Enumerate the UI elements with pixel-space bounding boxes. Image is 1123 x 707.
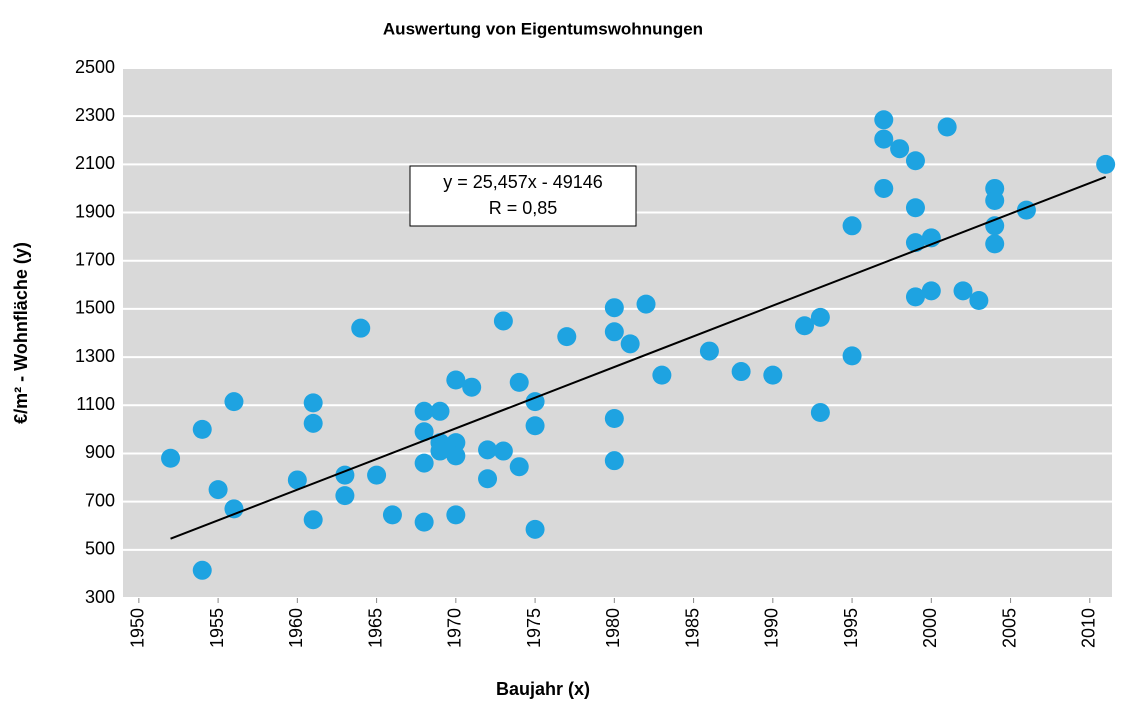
point (636, 294, 656, 314)
point (905, 287, 925, 307)
y-tick-label: 300 (85, 587, 115, 607)
point (446, 446, 466, 466)
point (905, 151, 925, 171)
y-tick-label: 1500 (75, 298, 115, 318)
point (985, 191, 1005, 210)
annotation: R = 0,85 (489, 198, 558, 218)
point (905, 233, 925, 253)
point (953, 281, 973, 301)
point (604, 322, 624, 342)
x-tick-label: 1955 (207, 608, 227, 648)
point (699, 341, 719, 361)
x-tick-label: 1995 (841, 608, 861, 648)
x-tick-label: 1970 (445, 608, 465, 648)
x-axis-label: Baujahr (x) (496, 679, 590, 699)
y-tick-label: 2100 (75, 153, 115, 173)
point (414, 422, 434, 442)
point (525, 392, 545, 412)
point (192, 419, 212, 439)
point (493, 311, 513, 331)
point (303, 413, 323, 433)
point (525, 519, 545, 539)
y-tick-label: 700 (85, 490, 115, 510)
point (985, 234, 1005, 254)
point (1096, 154, 1116, 174)
annotation: y = 25,457x - 49146 (443, 172, 603, 192)
x-tick-label: 1985 (682, 608, 702, 648)
x-tick-label: 2010 (1079, 608, 1099, 648)
point (351, 318, 371, 338)
y-tick-label: 1100 (76, 394, 115, 414)
point (969, 290, 989, 310)
point (810, 307, 830, 327)
point (367, 465, 387, 485)
point (620, 334, 640, 354)
y-tick-label: 1900 (75, 201, 115, 221)
point (842, 346, 862, 366)
annotation-box (409, 165, 637, 227)
point (763, 365, 783, 385)
point (382, 505, 402, 525)
point (287, 470, 307, 490)
point (604, 451, 624, 471)
chart-title: Auswertung von Eigentumswohnungen (383, 19, 703, 38)
point (430, 441, 450, 461)
point (905, 198, 925, 218)
x-tick-label: 1960 (286, 608, 306, 648)
y-tick-label: 2300 (75, 105, 115, 125)
trendline (170, 175, 1107, 540)
y-tick-label: 2500 (75, 57, 115, 77)
y-axis-label: €/m² - Wohnfläche (y) (11, 242, 31, 424)
point (874, 129, 894, 149)
x-tick-label: 1990 (762, 608, 782, 648)
point (937, 117, 957, 137)
point (890, 139, 910, 159)
point (810, 403, 830, 422)
y-tick-label: 1700 (75, 249, 115, 269)
point (414, 401, 434, 421)
point (335, 486, 355, 506)
point (414, 512, 434, 532)
point (557, 327, 577, 347)
y-tick-label: 900 (85, 442, 115, 462)
point (224, 499, 244, 519)
point (161, 448, 181, 468)
x-tick-label: 2005 (999, 608, 1019, 648)
point (842, 216, 862, 236)
point (446, 433, 466, 453)
point (604, 298, 624, 318)
point (414, 453, 434, 473)
point (604, 409, 624, 429)
point (493, 441, 513, 461)
point (303, 510, 323, 530)
point (430, 401, 450, 421)
point (874, 110, 894, 130)
point (921, 281, 941, 301)
point (731, 362, 751, 382)
point (795, 316, 815, 336)
x-tick-label: 1950 (128, 608, 148, 648)
point (652, 365, 672, 385)
x-tick-label: 1965 (365, 608, 385, 648)
y-tick-label: 500 (85, 539, 115, 559)
x-tick-label: 2000 (920, 608, 940, 648)
point (874, 178, 894, 198)
point (446, 370, 466, 390)
point (509, 457, 529, 477)
point (462, 377, 482, 397)
point (509, 372, 529, 392)
point (208, 480, 228, 500)
point (446, 505, 466, 525)
point (224, 392, 244, 412)
point (478, 469, 498, 489)
point (192, 560, 212, 580)
x-tick-label: 1975 (524, 608, 544, 648)
y-tick-label: 1300 (75, 346, 115, 366)
point (303, 393, 323, 413)
point (478, 440, 498, 460)
point (525, 416, 545, 436)
x-tick-label: 1980 (603, 608, 623, 648)
